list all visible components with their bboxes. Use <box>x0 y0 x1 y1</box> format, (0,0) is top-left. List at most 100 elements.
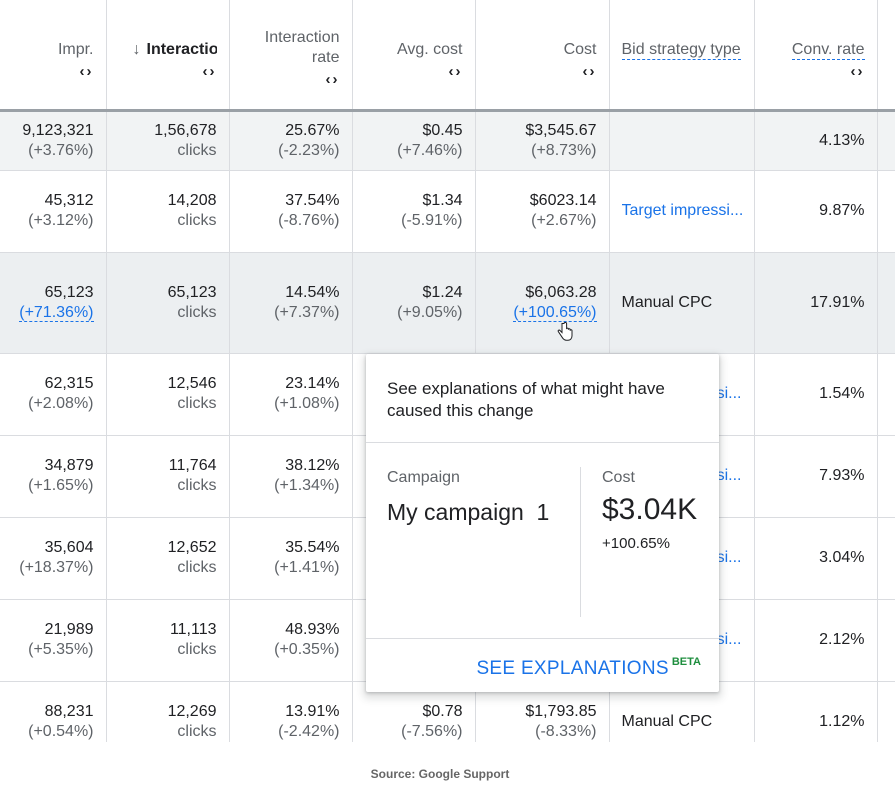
table-row[interactable]: 45,312 (+3.12%) 14,208 clicks 37.54% (-8.76%)… <box>0 170 895 253</box>
cell-impr-delta-text: (+2.08%) <box>28 395 94 412</box>
table-row[interactable]: 65,123 (+71.36%) 65,123 clicks 14.54% (+7.37%… <box>0 252 895 354</box>
cell-interactions-value: 14,208 <box>167 192 217 209</box>
cell-bid-strategy <box>609 110 755 171</box>
bid-strategy-value: Manual CPC <box>621 713 713 730</box>
cell-overflow <box>877 599 895 682</box>
cell-impr: 62,315 (+2.08%) <box>0 353 107 436</box>
bid-strategy-link[interactable]: si... <box>716 467 742 484</box>
cell-cost-delta-text: (+100.65%) <box>513 303 597 322</box>
popup-divider <box>580 467 581 617</box>
cell-interactions-delta: clicks <box>115 303 216 323</box>
cell-cost-delta-text: (+2.67%) <box>531 212 597 229</box>
cell-cost-delta: (+8.73%) <box>484 141 597 161</box>
sort-icon[interactable]: ‹› <box>850 63 865 80</box>
cell-impr: 88,231 (+0.54%) <box>0 681 107 742</box>
sort-icon[interactable]: ‹› <box>325 71 340 88</box>
cell-interactions: 12,269 clicks <box>106 681 230 742</box>
cell-conv-rate: 17.91% <box>754 252 878 354</box>
cell-avg-cost-value: $0.45 <box>422 121 463 139</box>
cell-avg-cost-value: $0.78 <box>422 703 463 720</box>
see-explanations-button[interactable]: SEE EXPLANATIONS <box>476 658 669 679</box>
source-caption: Source: Google Support <box>370 767 510 781</box>
cell-interactions-value: 1,56,678 <box>154 121 217 139</box>
cell-interaction-rate: 23.14% (+1.08%) <box>229 353 353 436</box>
hand-pointer-icon <box>557 322 573 341</box>
cell-impr-delta-text: (+0.54%) <box>28 723 94 740</box>
campaign-label: Campaign <box>387 469 460 486</box>
cell-conv-rate: 1.54% <box>754 353 878 436</box>
sort-icon[interactable]: ‹› <box>79 63 94 80</box>
col-header-avg-cost[interactable]: Avg. cost ‹› <box>352 0 476 112</box>
cell-overflow <box>877 517 895 600</box>
col-header-impr[interactable]: Impr. ‹› <box>0 0 107 112</box>
cell-interactions: 14,208 clicks <box>106 170 230 253</box>
cell-avg-cost-delta-text: (+7.46%) <box>397 141 463 159</box>
cell-impr-delta-text: (+3.12%) <box>28 212 94 229</box>
cell-interactions-delta: clicks <box>115 394 216 414</box>
cell-overflow <box>877 435 895 518</box>
col-header-interaction-rate[interactable]: Interaction rate ‹› <box>229 0 353 112</box>
cell-bid-strategy: Manual CPC <box>609 252 755 354</box>
table-row[interactable]: 9,123,321 (+3.76%) 1,56,678 clicks 25.67% (-2… <box>0 110 895 171</box>
cell-interactions-delta: clicks <box>115 476 216 496</box>
popup-details: Campaign My campaign 1 Cost $3.04K +100.… <box>366 443 719 639</box>
cell-interactions: 12,546 clicks <box>106 353 230 436</box>
cell-avg-cost-value: $1.34 <box>422 192 463 209</box>
cost-value: $3.04K <box>602 493 698 526</box>
cell-impr-delta: (+0.54%) <box>8 722 94 742</box>
col-header-bid-strategy[interactable]: Bid strategy type <box>609 0 755 112</box>
cell-interactions-delta: clicks <box>115 211 216 231</box>
cost-change: +100.65% <box>602 535 670 552</box>
bid-strategy-link[interactable]: Target impressi... <box>621 202 742 219</box>
cell-interaction-rate: 35.54% (+1.41%) <box>229 517 353 600</box>
cell-interaction-rate-delta: (+1.08%) <box>238 394 339 414</box>
cell-impr-value: 45,312 <box>44 192 94 209</box>
cell-impr-delta-text: (+1.65%) <box>28 477 94 494</box>
cell-interaction-rate: 48.93% (+0.35%) <box>229 599 353 682</box>
col-header-interactions[interactable]: ↓ Interactions ‹› <box>106 0 230 112</box>
cell-conv-rate-value: 1.12% <box>819 713 865 730</box>
cell-interaction-rate-delta-text: (+1.41%) <box>274 559 340 576</box>
cell-interaction-rate-value: 35.54% <box>285 539 340 556</box>
cost-label: Cost <box>602 469 635 486</box>
cell-cost-value: $6,063.28 <box>525 283 597 301</box>
cell-interaction-rate-delta: (+0.35%) <box>238 640 340 660</box>
sort-icon[interactable]: ‹› <box>448 63 463 80</box>
cell-interactions-value: 11,764 <box>168 457 217 474</box>
cell-impr-value: 34,879 <box>44 457 94 474</box>
explanation-popup: See explanations of what might have caus… <box>366 354 719 692</box>
bid-strategy-link[interactable]: si... <box>716 549 742 566</box>
cell-interaction-rate-delta: (+7.37%) <box>238 303 339 323</box>
cell-interactions-value: 12,652 <box>167 539 217 556</box>
cell-cost-delta[interactable]: (+100.65%) <box>484 303 597 323</box>
bid-strategy-link[interactable]: si... <box>716 631 742 648</box>
cell-interaction-rate-delta-text: (-8.76%) <box>278 212 340 229</box>
cell-cost-delta-text: (-8.33%) <box>535 723 597 740</box>
cell-overflow <box>877 110 895 171</box>
cell-interactions: 11,764 clicks <box>106 435 230 518</box>
cell-interaction-rate-value: 14.54% <box>285 283 340 301</box>
cell-interaction-rate-delta-text: (+0.35%) <box>274 641 340 658</box>
cell-impr-value: 88,231 <box>44 703 94 720</box>
cell-avg-cost-delta-text: (-5.91%) <box>401 212 463 229</box>
sort-icon[interactable]: ‹› <box>582 63 597 80</box>
cell-interaction-rate: 13.91% (-2.42%) <box>229 681 353 742</box>
cell-avg-cost-delta-text: (+9.05%) <box>397 303 463 321</box>
col-header-cost[interactable]: Cost ‹› <box>475 0 610 112</box>
bid-strategy-link[interactable]: si... <box>716 385 742 402</box>
popup-campaign: Campaign My campaign 1 <box>387 469 549 526</box>
cell-impr-value: 65,123 <box>44 283 94 301</box>
cell-impr-delta[interactable]: (+71.36%) <box>8 303 94 323</box>
cell-interaction-rate-delta-text: (+1.34%) <box>274 477 340 494</box>
cell-avg-cost: $0.45 (+7.46%) <box>352 110 476 171</box>
col-header-conv-rate[interactable]: Conv. rate ‹› <box>754 0 878 112</box>
cell-cost-delta-text: (+8.73%) <box>531 141 597 159</box>
bid-strategy-value: Manual CPC <box>621 293 713 311</box>
cell-interaction-rate-value: 37.54% <box>285 192 340 209</box>
sort-icon[interactable]: ‹› <box>202 63 217 80</box>
cell-conv-rate: 2.12% <box>754 599 878 682</box>
cell-conv-rate: 1.12% <box>754 681 878 742</box>
cell-interactions-value: 12,269 <box>167 703 217 720</box>
cell-impr-delta: (+2.08%) <box>8 394 94 414</box>
col-header-overflow <box>877 0 895 112</box>
